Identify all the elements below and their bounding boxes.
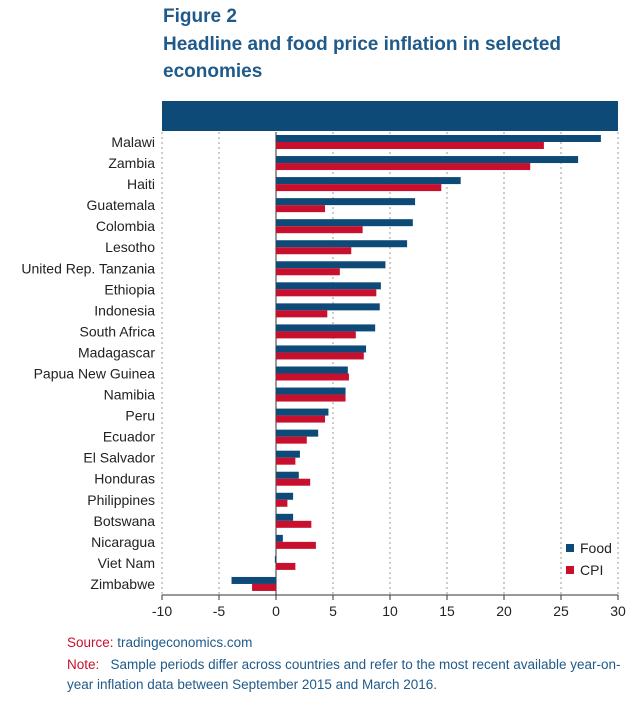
cpi-bar (276, 541, 316, 549)
country-label: Zimbabwe (90, 576, 155, 592)
cpi-bar (276, 478, 311, 486)
legend-swatch-cpi (566, 566, 574, 574)
tick-label: -5 (213, 603, 226, 619)
food-bar (276, 282, 381, 290)
cpi-bar (276, 520, 312, 528)
food-bar (276, 534, 283, 542)
tick-label: -10 (152, 603, 172, 619)
tick-label: 15 (439, 603, 455, 619)
figure-title: Headline and food price inflation in sel… (163, 34, 562, 82)
legend-label-food: Food (580, 540, 612, 556)
country-label: Ecuador (103, 429, 155, 445)
note-label: Note: (67, 657, 100, 672)
cpi-bar (276, 247, 352, 255)
country-label: Peru (125, 408, 155, 424)
country-label: Viet Nam (98, 555, 155, 571)
food-bar (276, 177, 461, 185)
food-bar (276, 429, 319, 437)
cpi-bar (276, 310, 328, 318)
source-text: tradingeconomics.com (117, 635, 253, 650)
legend: Food CPI (566, 540, 612, 578)
source-line: Source: tradingeconomics.com (67, 635, 252, 650)
food-bar (276, 156, 579, 164)
country-label: Philippines (87, 492, 155, 508)
bars (231, 135, 601, 591)
food-bar (276, 471, 299, 479)
food-bar (274, 555, 276, 563)
food-bar (276, 387, 346, 395)
cpi-bar (276, 289, 377, 297)
tick-label: 0 (272, 603, 280, 619)
food-bar (276, 261, 386, 269)
cpi-bar (276, 184, 442, 192)
food-bar (276, 324, 376, 332)
food-bar (276, 198, 416, 206)
legend-label-cpi: CPI (580, 562, 603, 578)
food-bar (276, 240, 408, 248)
food-bar (276, 345, 367, 353)
country-label: Madagascar (78, 344, 155, 360)
chart-header-band (162, 101, 618, 131)
food-bar (276, 303, 380, 311)
country-label: Guatemala (87, 197, 156, 213)
food-bar (276, 513, 294, 521)
note-text: Sample periods differ across countries a… (67, 657, 621, 692)
cpi-bar (252, 583, 276, 591)
figure-label: Figure 2 (163, 6, 237, 27)
cpi-bar (276, 163, 531, 171)
legend-swatch-food (566, 544, 574, 552)
cpi-bar (276, 268, 340, 276)
tick-label: 10 (382, 603, 398, 619)
country-labels: Malawi Zambia Haiti Guatemala Colombia Lesoth… (21, 134, 155, 592)
cpi-bar (276, 499, 288, 507)
source-label: Source: (67, 635, 114, 650)
country-label: El Salvador (83, 450, 155, 466)
tick-label: 5 (329, 603, 337, 619)
country-label: Botswana (94, 513, 156, 529)
food-bar (276, 135, 601, 142)
cpi-bar (276, 226, 363, 234)
country-label: Papua New Guinea (34, 366, 156, 382)
country-label: Zambia (108, 155, 155, 171)
cpi-bar (276, 205, 326, 213)
tick-label: 25 (553, 603, 569, 619)
country-label: Indonesia (94, 302, 155, 318)
food-bar (276, 219, 413, 227)
cpi-bar (276, 436, 307, 444)
country-label: Ethiopia (104, 281, 155, 297)
cpi-bar (276, 352, 364, 360)
cpi-bar (276, 415, 326, 423)
cpi-bar (276, 373, 349, 381)
food-bar (231, 576, 276, 584)
x-axis-ticks: -10 -5 0 5 10 15 20 25 30 (152, 594, 626, 619)
food-bar (276, 366, 348, 374)
country-label: Lesotho (105, 239, 155, 255)
cpi-bar (276, 331, 356, 339)
country-label: United Rep. Tanzania (21, 260, 155, 276)
country-label: Nicaragua (91, 534, 155, 550)
country-label: Haiti (127, 176, 155, 192)
food-bar (276, 450, 300, 458)
cpi-bar (276, 394, 346, 402)
food-bar (276, 492, 294, 500)
cpi-bar (276, 142, 544, 149)
country-label: Honduras (94, 471, 155, 487)
country-label: Colombia (96, 218, 155, 234)
bar-chart: Malawi Zambia Haiti Guatemala Colombia Lesoth… (21, 132, 626, 619)
country-label: Malawi (111, 134, 155, 150)
country-label: Namibia (104, 387, 156, 403)
food-bar (276, 408, 329, 416)
cpi-bar (276, 562, 296, 570)
country-label: South Africa (80, 323, 156, 339)
tick-label: 30 (610, 603, 626, 619)
cpi-bar (276, 457, 296, 465)
tick-label: 20 (496, 603, 512, 619)
note-line: Note: Sample periods differ across count… (67, 655, 627, 695)
